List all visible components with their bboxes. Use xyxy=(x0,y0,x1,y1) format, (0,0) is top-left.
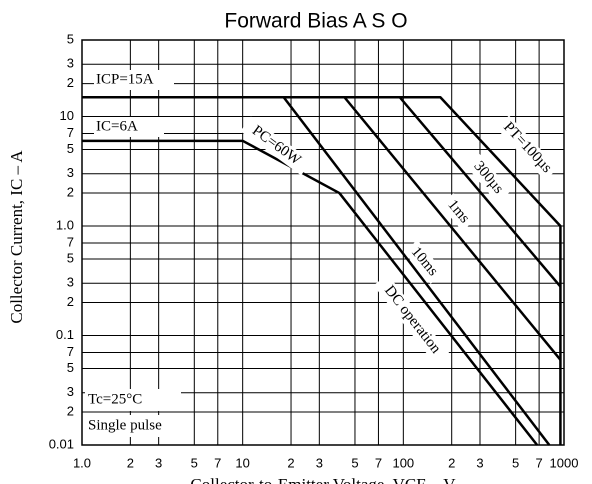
x-tick-label: 3 xyxy=(476,455,483,470)
x-tick-label: 7 xyxy=(214,455,221,470)
x-tick-label: 3 xyxy=(155,455,162,470)
soa-line xyxy=(82,96,562,445)
plot-frame xyxy=(81,39,565,446)
y-tick-label: 7 xyxy=(67,125,74,140)
x-tick-label: 2 xyxy=(127,455,134,470)
label-bg xyxy=(440,193,476,231)
y-tick-label: 0.1 xyxy=(56,327,74,342)
soa-line xyxy=(282,96,551,446)
label-bg xyxy=(373,274,451,366)
label-bg xyxy=(465,153,511,203)
x-tick-label: 7 xyxy=(535,455,542,470)
y-tick-label: 5 xyxy=(67,250,74,265)
y-tick-label: 1.0 xyxy=(56,217,74,232)
x-tick-label: 10 xyxy=(235,455,249,470)
x-axis-label: Collector-to-Emitter Voltage, VCE – V xyxy=(190,475,456,484)
label-bg xyxy=(85,415,181,437)
y-tick-label: 10 xyxy=(60,108,74,123)
annotation: Tc=25°C xyxy=(88,391,142,407)
x-tick-label: 5 xyxy=(191,455,198,470)
y-tick-label: 3 xyxy=(67,165,74,180)
x-tick-label: 100 xyxy=(392,455,414,470)
y-tick-label: 2 xyxy=(67,184,74,199)
annotation: PC=60W xyxy=(249,123,304,169)
x-tick-label: 5 xyxy=(512,455,519,470)
annotation: Single pulse xyxy=(88,417,162,433)
x-tick-label: 3 xyxy=(316,455,323,470)
annotation: IC=6A xyxy=(96,118,138,134)
x-tick-label: 5 xyxy=(351,455,358,470)
label-bg xyxy=(94,70,174,90)
y-tick-label: 2 xyxy=(67,403,74,418)
y-tick-label: 7 xyxy=(67,234,74,249)
y-tick-label: 0.01 xyxy=(49,436,74,451)
y-tick-label: 2 xyxy=(67,75,74,90)
label-bg xyxy=(240,116,312,176)
y-tick-label: 5 xyxy=(67,360,74,375)
label-bg xyxy=(85,389,181,411)
y-tick-label: 7 xyxy=(67,344,74,359)
soa-line xyxy=(343,96,562,361)
annotation: ICP=15A xyxy=(96,71,154,87)
label-bg xyxy=(495,115,559,181)
y-tick-label: 5 xyxy=(67,141,74,156)
x-tick-label: 1.0 xyxy=(73,455,91,470)
y-tick-label: 3 xyxy=(67,384,74,399)
y-tick-label: 3 xyxy=(67,275,74,290)
y-tick-label: 3 xyxy=(67,56,74,71)
curve-label: PT=100µs xyxy=(500,119,555,176)
x-tick-label: 2 xyxy=(448,455,455,470)
y-tick-label: 2 xyxy=(67,294,74,309)
y-axis-label: Collector Current, IC – A xyxy=(7,150,26,324)
x-tick-label: 2 xyxy=(287,455,294,470)
soa-line xyxy=(398,96,562,288)
chart-title: Forward Bias A S O xyxy=(224,10,407,33)
x-tick-label: 1000 xyxy=(550,455,579,470)
label-bg xyxy=(94,117,164,137)
label-bg xyxy=(403,240,445,284)
y-tick-label: 5 xyxy=(67,31,74,46)
x-tick-label: 7 xyxy=(375,455,382,470)
